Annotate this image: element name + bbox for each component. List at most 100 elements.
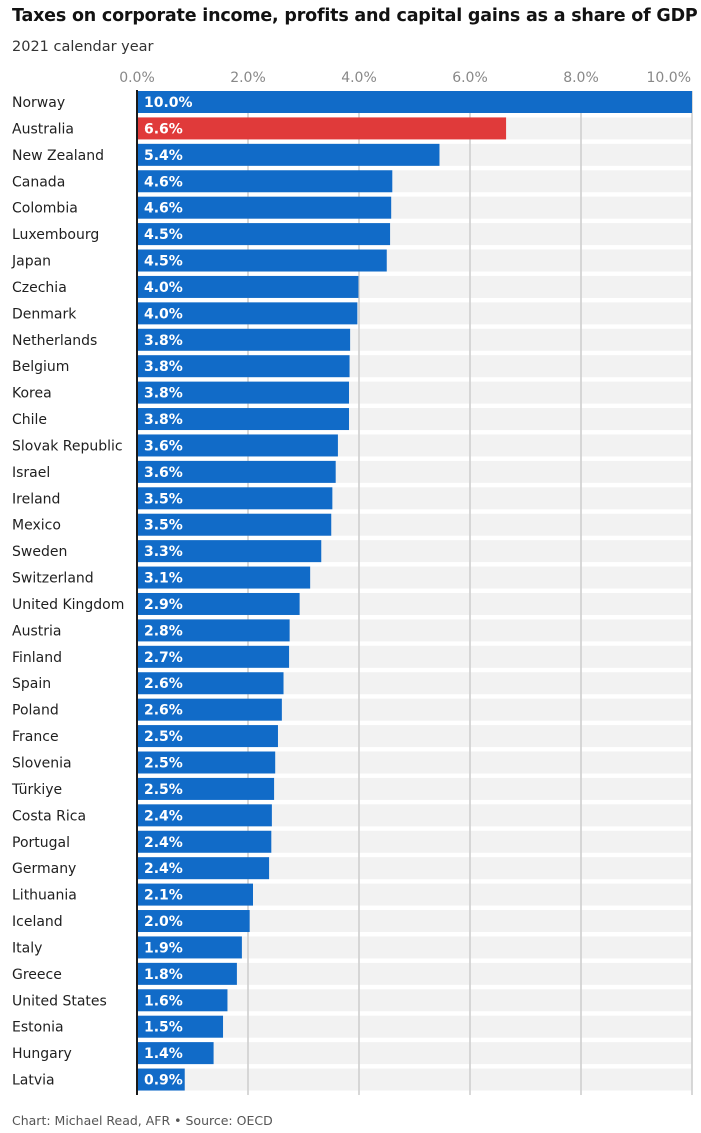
category-label: Lithuania	[12, 888, 77, 904]
bar	[137, 804, 272, 827]
category-label: Austria	[12, 623, 61, 639]
bar	[137, 540, 322, 563]
category-label: Türkiye	[11, 782, 62, 798]
data-label: 2.9%	[144, 597, 183, 613]
data-label: 2.4%	[144, 861, 183, 877]
bar-track	[137, 883, 692, 906]
data-label: 6.6%	[144, 121, 183, 137]
data-label: 3.8%	[144, 412, 183, 428]
data-label: 10.0%	[144, 95, 193, 111]
data-label: 1.4%	[144, 1046, 183, 1062]
bar	[137, 725, 278, 748]
data-label: 5.4%	[144, 148, 183, 164]
bar	[137, 275, 359, 298]
bar	[137, 91, 692, 113]
chart-title: Taxes on corporate income, profits and c…	[12, 6, 698, 26]
category-label: Finland	[12, 650, 62, 666]
data-label: 2.5%	[144, 756, 183, 772]
bar	[137, 936, 242, 959]
category-label: Australia	[12, 121, 74, 137]
data-label: 4.6%	[144, 174, 183, 190]
bar	[137, 1015, 224, 1038]
data-label: 2.4%	[144, 835, 183, 851]
data-label: 3.3%	[144, 544, 183, 560]
bar-track	[137, 857, 692, 880]
data-label: 2.8%	[144, 623, 183, 639]
category-label: Belgium	[12, 359, 69, 375]
bar	[137, 355, 350, 378]
category-label: Slovenia	[12, 756, 72, 772]
data-label: 2.1%	[144, 888, 183, 904]
category-label: Portugal	[12, 835, 70, 851]
category-label: Norway	[12, 95, 65, 111]
data-label: 2.6%	[144, 703, 183, 719]
category-label: Chile	[12, 412, 47, 428]
bar	[137, 672, 284, 695]
bar	[137, 117, 507, 140]
data-label: 3.5%	[144, 518, 183, 534]
bar-track	[137, 1068, 692, 1091]
data-label: 1.6%	[144, 993, 183, 1009]
value-labels: 10.0% 6.6% 5.4% 4.6% 4.6% 4.5% 4.5% 4.0% 4.0% 3.8…	[144, 95, 193, 1089]
data-label: 4.0%	[144, 280, 183, 296]
bar	[137, 830, 272, 853]
data-label: 3.1%	[144, 571, 183, 587]
bar	[137, 487, 333, 510]
bar-track	[137, 777, 692, 800]
bar	[137, 196, 392, 219]
bar	[137, 566, 311, 589]
data-label: 2.4%	[144, 808, 183, 824]
bar	[137, 619, 290, 642]
data-label: 1.9%	[144, 940, 183, 956]
bar	[137, 1042, 214, 1065]
data-label: 4.5%	[144, 227, 183, 243]
category-label: Czechia	[12, 280, 67, 296]
data-label: 3.8%	[144, 359, 183, 375]
data-label: 0.9%	[144, 1073, 183, 1089]
category-label: Italy	[12, 940, 42, 956]
category-label: Switzerland	[12, 571, 94, 587]
x-tick-label: 6.0%	[452, 70, 488, 86]
bar	[137, 143, 440, 166]
bar-track	[137, 804, 692, 827]
bar-track	[137, 1042, 692, 1065]
bar	[137, 513, 332, 536]
bar	[137, 170, 393, 193]
category-label: Colombia	[12, 201, 78, 217]
category-label: Ireland	[12, 491, 60, 507]
bar	[137, 910, 250, 933]
bar-track	[137, 1015, 692, 1038]
x-tick-label: 4.0%	[341, 70, 377, 86]
category-label: Netherlands	[12, 333, 97, 349]
bar	[137, 408, 350, 431]
bar	[137, 249, 387, 272]
category-label: Iceland	[12, 914, 63, 930]
data-label: 3.8%	[144, 333, 183, 349]
data-label: 2.6%	[144, 676, 183, 692]
category-label: Luxembourg	[12, 227, 99, 243]
category-label: Estonia	[12, 1020, 64, 1036]
bar-track	[137, 989, 692, 1012]
data-label: 1.8%	[144, 967, 183, 983]
bar	[137, 989, 228, 1012]
bar	[137, 328, 351, 351]
data-label: 4.5%	[144, 254, 183, 270]
category-label: Germany	[12, 861, 76, 877]
data-label: 3.6%	[144, 438, 183, 454]
category-label: Korea	[12, 386, 52, 402]
category-labels: Norway Australia New Zealand Canada Colombia…	[11, 95, 124, 1089]
bar	[137, 1068, 185, 1091]
bar	[137, 962, 237, 985]
data-label: 3.8%	[144, 386, 183, 402]
data-label: 4.0%	[144, 306, 183, 322]
category-label: Denmark	[12, 306, 77, 322]
bar	[137, 645, 290, 668]
x-tick-label: 2.0%	[230, 70, 266, 86]
bar-chart: 0.0% 2.0% 4.0% 6.0% 8.0% 10.0% Norway Australi…	[11, 70, 693, 1095]
bar	[137, 592, 300, 615]
data-label: 2.7%	[144, 650, 183, 666]
category-label: United Kingdom	[12, 597, 124, 613]
bars	[136, 90, 692, 1095]
bar-track	[137, 830, 692, 853]
bar	[137, 751, 276, 774]
